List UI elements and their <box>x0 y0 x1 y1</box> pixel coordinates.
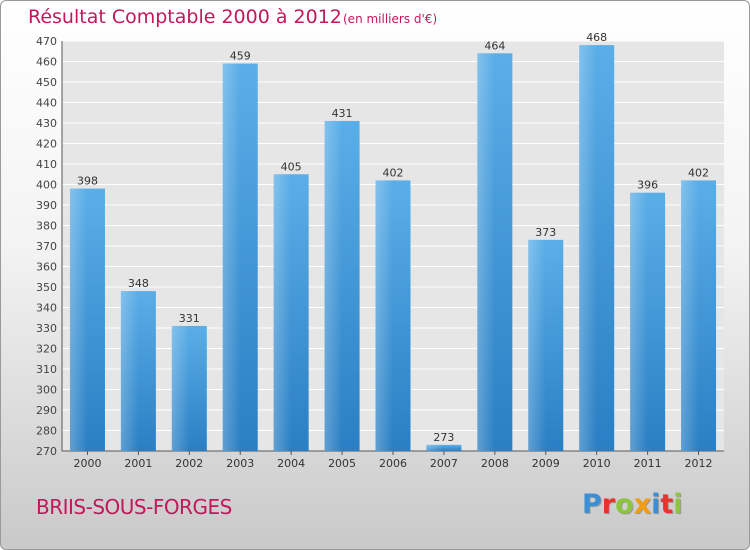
y-tick-label: 450 <box>36 76 57 89</box>
bar-highlight <box>681 180 699 451</box>
logo-letter: x <box>633 489 652 520</box>
y-tick-label: 350 <box>36 281 57 294</box>
bar-highlight <box>579 45 597 451</box>
data-label: 331 <box>179 312 200 325</box>
data-label: 348 <box>128 277 149 290</box>
y-tick-label: 310 <box>36 363 57 376</box>
data-label: 464 <box>484 39 505 52</box>
bar-highlight <box>426 444 444 451</box>
bar-highlight <box>120 291 139 451</box>
proxiti-logo: Proxiti <box>582 489 683 520</box>
data-label: 398 <box>77 175 98 188</box>
y-tick-label: 440 <box>36 97 57 110</box>
x-tick-label: 2010 <box>583 457 611 470</box>
y-tick-label: 320 <box>36 343 57 356</box>
logo-letter: i <box>651 489 661 520</box>
bar-highlight <box>324 120 343 451</box>
y-tick-label: 390 <box>36 199 57 212</box>
x-tick-label: 2001 <box>124 457 152 470</box>
x-tick-label: 2003 <box>226 457 254 470</box>
y-tick-label: 370 <box>36 240 57 253</box>
data-label: 459 <box>230 50 251 63</box>
y-tick-label: 300 <box>36 384 57 397</box>
data-label: 373 <box>535 226 556 239</box>
x-tick-label: 2002 <box>175 457 203 470</box>
bar-highlight <box>222 63 241 452</box>
y-tick-label: 280 <box>36 425 57 438</box>
x-tick-label: 2004 <box>277 457 305 470</box>
data-label: 431 <box>332 107 353 120</box>
y-tick-label: 290 <box>36 404 57 417</box>
y-tick-label: 330 <box>36 322 57 335</box>
data-label: 273 <box>433 431 454 444</box>
data-label: 405 <box>281 160 302 173</box>
logo-letter: t <box>660 489 674 520</box>
x-tick-label: 2000 <box>73 457 101 470</box>
place-name: BRIIS-SOUS-FORGES <box>36 495 232 519</box>
y-tick-label: 470 <box>36 35 57 48</box>
y-tick-label: 410 <box>36 158 57 171</box>
bar-highlight <box>375 180 393 451</box>
y-tick-label: 340 <box>36 302 57 315</box>
y-tick-label: 430 <box>36 117 57 130</box>
bar-highlight <box>630 192 648 451</box>
bar-highlight <box>273 174 292 451</box>
data-label: 396 <box>637 179 658 192</box>
bar-highlight <box>171 325 190 451</box>
y-tick-label: 270 <box>36 445 57 458</box>
data-label: 402 <box>688 166 709 179</box>
x-tick-label: 2007 <box>430 457 458 470</box>
x-tick-label: 2012 <box>685 457 713 470</box>
y-tick-label: 360 <box>36 261 57 274</box>
data-label: 468 <box>586 31 607 44</box>
chart-title: Résultat Comptable 2000 à 2012 <box>28 6 342 28</box>
y-tick-label: 380 <box>36 220 57 233</box>
bar-highlight <box>477 53 495 452</box>
logo-letter: P <box>582 489 602 520</box>
x-tick-label: 2009 <box>532 457 560 470</box>
y-tick-label: 460 <box>36 56 57 69</box>
x-tick-label: 2006 <box>379 457 407 470</box>
data-label: 402 <box>383 166 404 179</box>
x-tick-label: 2005 <box>328 457 356 470</box>
logo-letter: r <box>601 489 616 520</box>
chart-subtitle: (en milliers d'€) <box>343 12 438 26</box>
logo-letter: o <box>615 489 634 520</box>
x-tick-label: 2008 <box>481 457 509 470</box>
bar-highlight <box>69 188 88 451</box>
logo-letter: i <box>673 489 683 520</box>
y-tick-label: 420 <box>36 138 57 151</box>
bar-highlight <box>528 239 546 451</box>
y-tick-label: 400 <box>36 179 57 192</box>
x-tick-label: 2011 <box>634 457 662 470</box>
